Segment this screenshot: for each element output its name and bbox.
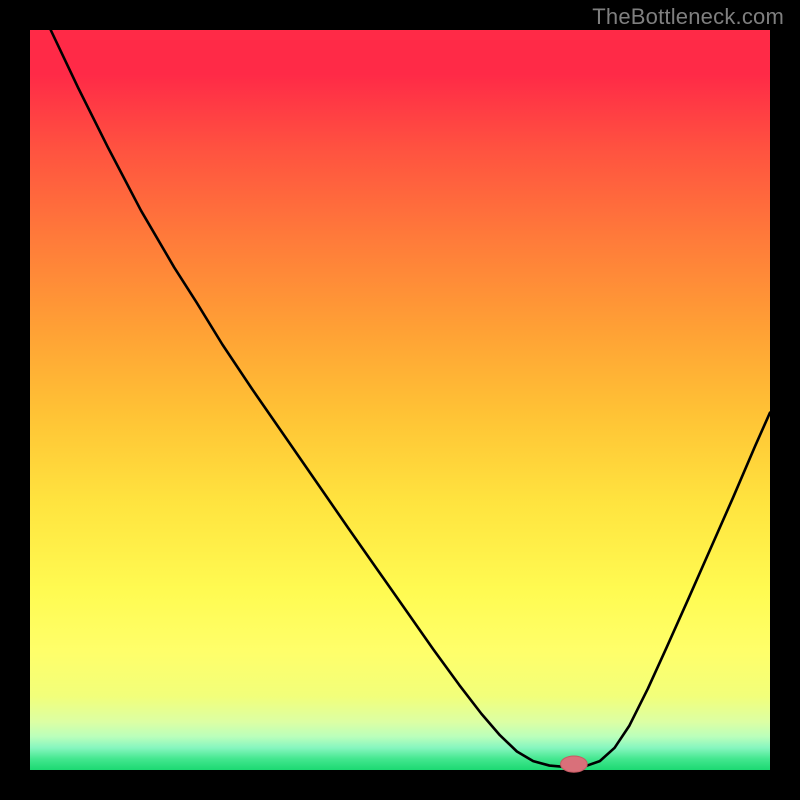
watermark-text: TheBottleneck.com bbox=[592, 4, 784, 30]
chart-container: TheBottleneck.com bbox=[0, 0, 800, 800]
plot-area-gradient bbox=[30, 30, 770, 770]
bottleneck-curve-chart bbox=[0, 0, 800, 800]
optimal-point-marker bbox=[561, 756, 588, 772]
